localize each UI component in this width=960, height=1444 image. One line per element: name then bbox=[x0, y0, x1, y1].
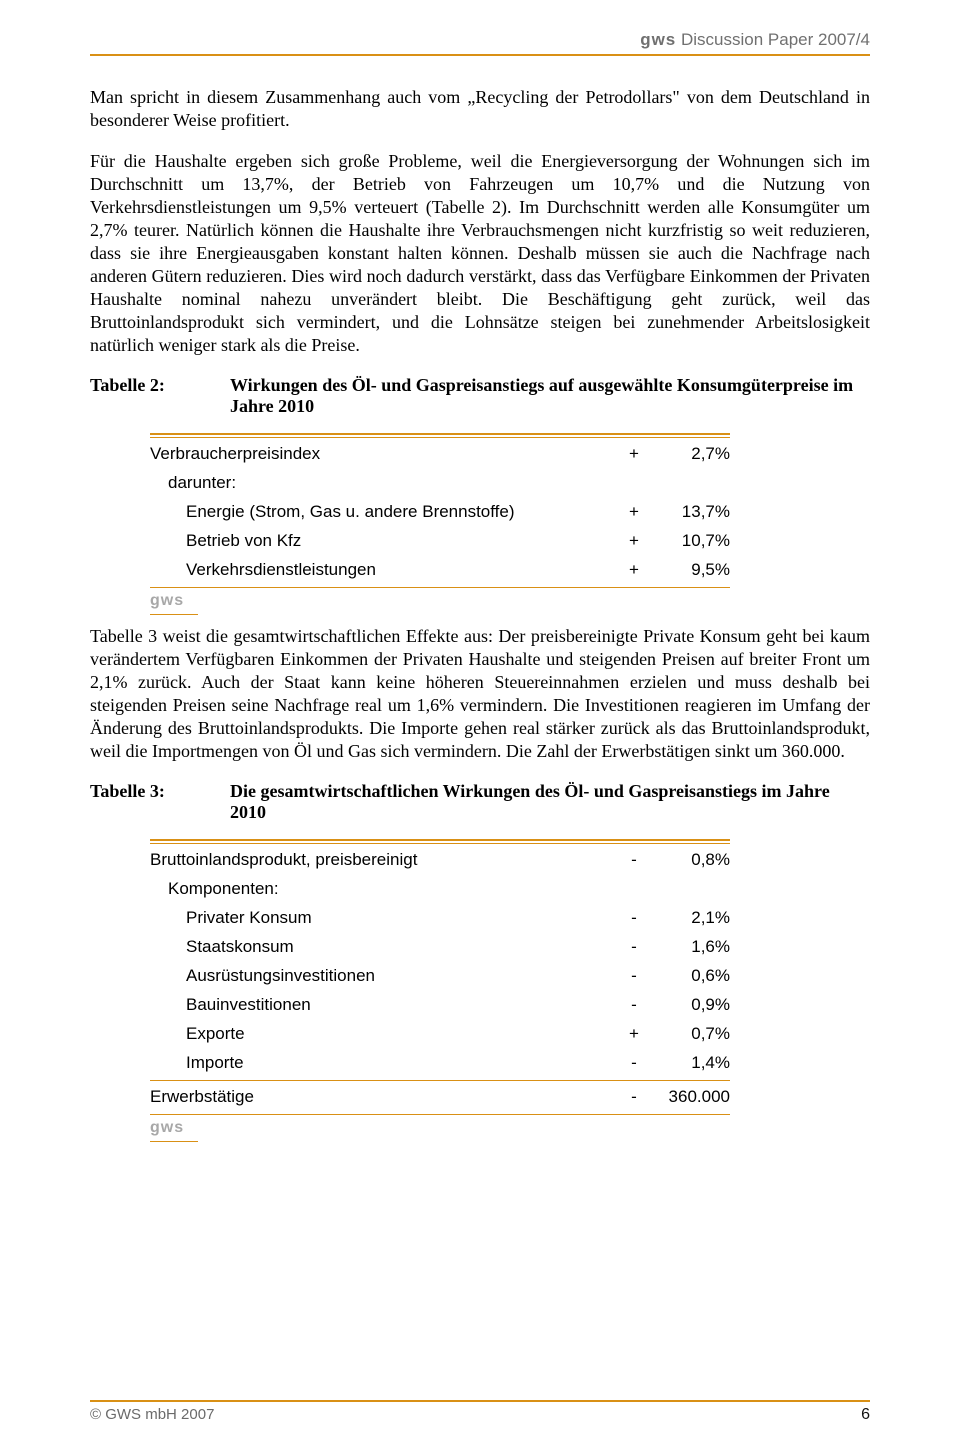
table3-caption: Tabelle 3: Die gesamtwirtschaftlichen Wi… bbox=[90, 781, 870, 823]
row-value: 0,6% bbox=[650, 965, 730, 988]
row-label: Energie (Strom, Gas u. andere Brennstoff… bbox=[150, 501, 618, 524]
row-label: Erwerbstätige bbox=[150, 1086, 618, 1109]
table-bottom-rule bbox=[150, 587, 730, 588]
row-sign: - bbox=[618, 936, 650, 959]
row-value bbox=[650, 878, 730, 901]
page-header: gws Discussion Paper 2007/4 bbox=[90, 30, 870, 54]
table2: Verbraucherpreisindex + 2,7% darunter: E… bbox=[150, 433, 730, 615]
row-label: Staatskonsum bbox=[150, 936, 618, 959]
gws-mark: gws bbox=[150, 1117, 198, 1142]
row-sign: - bbox=[618, 994, 650, 1017]
table3-label: Tabelle 3: bbox=[90, 781, 230, 823]
table-row: Energie (Strom, Gas u. andere Brennstoff… bbox=[150, 498, 730, 527]
row-label: Ausrüstungsinvestitionen bbox=[150, 965, 618, 988]
row-label: Privater Konsum bbox=[150, 907, 618, 930]
row-label: Exporte bbox=[150, 1023, 618, 1046]
row-label: Importe bbox=[150, 1052, 618, 1075]
table-bottom-rule bbox=[150, 1114, 730, 1115]
gws-mark: gws bbox=[150, 590, 198, 615]
table-row: Komponenten: bbox=[150, 875, 730, 904]
header-rule bbox=[90, 54, 870, 56]
table-top-rule bbox=[150, 839, 730, 841]
table-row: Bauinvestitionen - 0,9% bbox=[150, 991, 730, 1020]
row-value: 1,4% bbox=[650, 1052, 730, 1075]
row-value: 360.000 bbox=[650, 1086, 730, 1109]
row-label: Verbraucherpreisindex bbox=[150, 443, 618, 466]
table-top-rule-2 bbox=[150, 843, 730, 844]
table-row: Staatskonsum - 1,6% bbox=[150, 933, 730, 962]
row-sign: - bbox=[618, 965, 650, 988]
row-value: 10,7% bbox=[650, 530, 730, 553]
row-sign bbox=[618, 472, 650, 495]
header-title: Discussion Paper 2007/4 bbox=[681, 30, 870, 49]
row-label: Betrieb von Kfz bbox=[150, 530, 618, 553]
footer-copyright: © GWS mbH 2007 bbox=[90, 1406, 214, 1424]
row-value: 0,8% bbox=[650, 849, 730, 872]
row-value: 1,6% bbox=[650, 936, 730, 959]
row-sign: + bbox=[618, 501, 650, 524]
table-mid-rule bbox=[150, 1080, 730, 1081]
row-label: Komponenten: bbox=[150, 878, 618, 901]
table-row: Betrieb von Kfz + 10,7% bbox=[150, 527, 730, 556]
paragraph-3: Tabelle 3 weist die gesamtwirtschaftlich… bbox=[90, 625, 870, 763]
row-sign: + bbox=[618, 559, 650, 582]
table2-label: Tabelle 2: bbox=[90, 375, 230, 417]
row-label: darunter: bbox=[150, 472, 618, 495]
row-value: 13,7% bbox=[650, 501, 730, 524]
row-label: Verkehrsdienstleistungen bbox=[150, 559, 618, 582]
page-footer: © GWS mbH 2007 6 bbox=[90, 1400, 870, 1424]
row-value: 2,1% bbox=[650, 907, 730, 930]
row-label: Bauinvestitionen bbox=[150, 994, 618, 1017]
row-sign: - bbox=[618, 1086, 650, 1109]
row-sign: + bbox=[618, 1023, 650, 1046]
table-row: Verkehrsdienstleistungen + 9,5% bbox=[150, 556, 730, 585]
table-top-rule bbox=[150, 433, 730, 435]
paragraph-1: Man spricht in diesem Zusammenhang auch … bbox=[90, 86, 870, 132]
table-row: Privater Konsum - 2,1% bbox=[150, 904, 730, 933]
row-value: 0,9% bbox=[650, 994, 730, 1017]
table-row: Bruttoinlandsprodukt, preisbereinigt - 0… bbox=[150, 846, 730, 875]
row-sign: + bbox=[618, 530, 650, 553]
table-row: Exporte + 0,7% bbox=[150, 1020, 730, 1049]
page-number: 6 bbox=[861, 1406, 870, 1424]
row-sign: - bbox=[618, 907, 650, 930]
table2-caption: Tabelle 2: Wirkungen des Öl- und Gasprei… bbox=[90, 375, 870, 417]
table-row: Verbraucherpreisindex + 2,7% bbox=[150, 440, 730, 469]
table3: Bruttoinlandsprodukt, preisbereinigt - 0… bbox=[150, 839, 730, 1141]
table-row: Importe - 1,4% bbox=[150, 1049, 730, 1078]
footer-row: © GWS mbH 2007 6 bbox=[90, 1406, 870, 1424]
page: gws Discussion Paper 2007/4 Man spricht … bbox=[0, 0, 960, 1444]
row-value: 2,7% bbox=[650, 443, 730, 466]
table-row: Ausrüstungsinvestitionen - 0,6% bbox=[150, 962, 730, 991]
footer-rule bbox=[90, 1400, 870, 1402]
row-value bbox=[650, 472, 730, 495]
table-top-rule-2 bbox=[150, 437, 730, 438]
paragraph-2: Für die Haushalte ergeben sich große Pro… bbox=[90, 150, 870, 357]
table2-title: Wirkungen des Öl- und Gaspreisanstiegs a… bbox=[230, 375, 870, 417]
row-value: 9,5% bbox=[650, 559, 730, 582]
row-value: 0,7% bbox=[650, 1023, 730, 1046]
brand-text: gws bbox=[640, 30, 676, 49]
table-row: darunter: bbox=[150, 469, 730, 498]
row-sign: - bbox=[618, 849, 650, 872]
table3-title: Die gesamtwirtschaftlichen Wirkungen des… bbox=[230, 781, 870, 823]
table-row: Erwerbstätige - 360.000 bbox=[150, 1083, 730, 1112]
row-sign: - bbox=[618, 1052, 650, 1075]
row-label: Bruttoinlandsprodukt, preisbereinigt bbox=[150, 849, 618, 872]
row-sign bbox=[618, 878, 650, 901]
row-sign: + bbox=[618, 443, 650, 466]
